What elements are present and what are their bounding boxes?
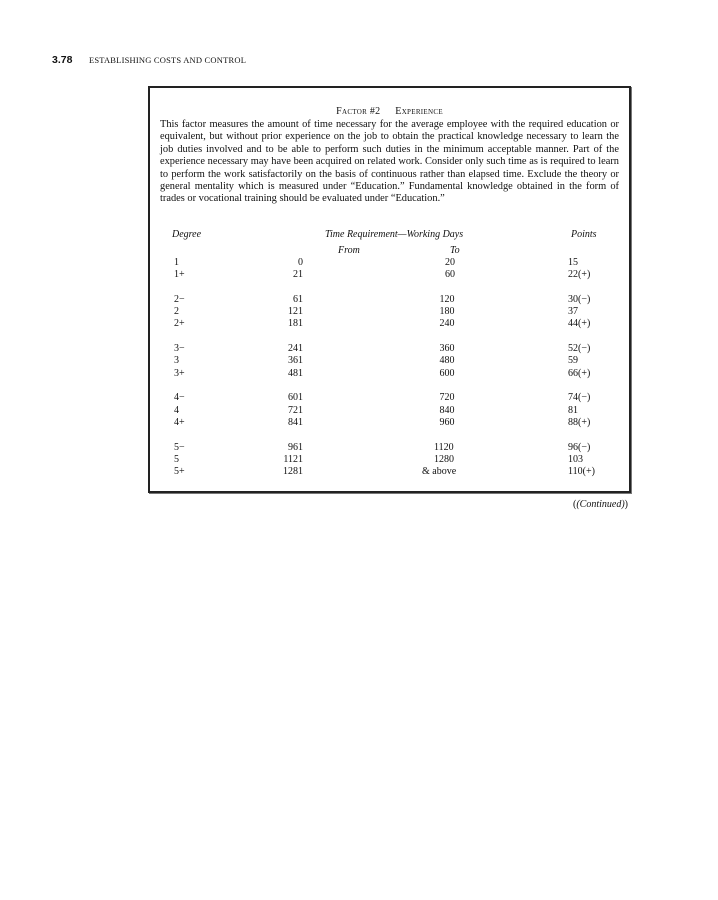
to-cell: 600 <box>439 367 455 379</box>
degree-cell: 2+ <box>174 318 185 330</box>
degree-cell: 3+ <box>174 367 185 379</box>
running-header: 3.78 ESTABLISHING COSTS AND CONTROL <box>52 54 246 66</box>
to-cell: 1120 <box>434 441 454 453</box>
degree-cell: 5+ <box>174 466 185 477</box>
from-cell: 1281 <box>283 466 303 477</box>
table-row: 1+ 21 60 22(+) <box>150 269 629 281</box>
from-cell: 0 <box>298 257 303 268</box>
table-row: 3 361 480 59 <box>150 355 629 367</box>
from-cell: 961 <box>288 441 303 453</box>
points-cell: 44(+) <box>568 318 591 330</box>
from-cell: 721 <box>288 404 303 416</box>
table-row: 2+ 181 240 44(+) <box>150 318 629 330</box>
points-cell: 52(−) <box>568 343 591 355</box>
degree-cell: 4+ <box>174 416 185 428</box>
table-row: 4 721 840 81 <box>150 405 629 417</box>
points-cell: 66(+) <box>568 367 591 379</box>
table-row: 2 121 180 37 <box>150 306 629 318</box>
from-cell: 61 <box>293 294 303 305</box>
factor-title: Factor #2 Experience <box>150 106 629 117</box>
to-cell: 840 <box>439 404 455 416</box>
table-row: 2− 61 120 30(−) <box>150 294 629 306</box>
degree-cell: 5 <box>174 453 179 465</box>
factor-box: Factor #2 Experience This factor measure… <box>148 86 631 493</box>
points-cell: 59 <box>568 355 578 367</box>
table-row: 3+ 481 600 66(+) <box>150 368 629 380</box>
degree-cell: 1+ <box>174 269 185 281</box>
from-cell: 181 <box>288 318 303 330</box>
table-row: 4− 601 720 74(−) <box>150 392 629 404</box>
to-cell: 20 <box>445 257 455 268</box>
table-row: 5+ 1281 & above 110(+) <box>150 466 629 478</box>
from-cell: 841 <box>288 416 303 428</box>
table-row: 3− 241 360 52(−) <box>150 343 629 355</box>
to-header: To <box>450 245 460 256</box>
from-cell: 21 <box>293 269 303 281</box>
running-title: ESTABLISHING COSTS AND CONTROL <box>88 55 247 65</box>
degree-cell: 2 <box>174 306 179 318</box>
points-cell: 110(+) <box>568 466 595 477</box>
time-header: Time Requirement—Working Days <box>325 229 464 240</box>
degree-cell: 1 <box>174 257 179 268</box>
from-cell: 1121 <box>283 453 303 465</box>
to-cell: 180 <box>439 306 455 318</box>
continued-text: (Continued) <box>576 499 625 510</box>
points-cell: 88(+) <box>568 416 591 428</box>
to-cell: & above <box>422 466 457 477</box>
degree-cell: 2− <box>174 294 185 305</box>
from-cell: 241 <box>288 343 303 355</box>
to-cell: 480 <box>439 355 455 367</box>
degree-cell: 3− <box>174 343 185 355</box>
degree-header: Degree <box>172 229 202 240</box>
points-cell: 30(−) <box>568 294 591 305</box>
from-cell: 601 <box>288 392 303 404</box>
points-cell: 37 <box>568 306 578 318</box>
from-header: From <box>338 245 360 256</box>
factor-name: Experience <box>395 106 443 117</box>
continued-note: ((Continued)) <box>572 499 628 510</box>
from-cell: 481 <box>288 367 303 379</box>
degree-cell: 5− <box>174 441 185 453</box>
table-row: 4+ 841 960 88(+) <box>150 417 629 429</box>
to-cell: 120 <box>439 294 455 305</box>
points-cell: 22(+) <box>568 269 591 281</box>
from-cell: 121 <box>288 306 303 318</box>
to-cell: 360 <box>439 343 455 355</box>
from-cell: 361 <box>288 355 303 367</box>
factor-label: Factor #2 <box>336 106 381 117</box>
table-row: 1 0 20 15 <box>150 257 629 269</box>
factor-description: This factor measures the amount of time … <box>160 119 619 205</box>
degree-cell: 4− <box>174 392 185 404</box>
table-row: 5 1121 1280 103 <box>150 454 629 466</box>
points-cell: 103 <box>568 453 583 465</box>
points-header: Points <box>571 229 597 240</box>
points-cell: 96(−) <box>568 441 591 453</box>
points-cell: 15 <box>568 257 578 268</box>
to-cell: 960 <box>439 416 455 428</box>
to-cell: 60 <box>445 269 455 281</box>
page-number: 3.78 <box>52 54 73 66</box>
points-cell: 81 <box>568 404 578 416</box>
to-cell: 1280 <box>434 453 454 465</box>
points-cell: 74(−) <box>568 392 591 404</box>
degree-cell: 4 <box>174 404 179 416</box>
table-row: 5− 961 1120 96(−) <box>150 442 629 454</box>
to-cell: 240 <box>439 318 455 330</box>
degree-cell: 3 <box>174 355 179 367</box>
to-cell: 720 <box>439 392 455 404</box>
